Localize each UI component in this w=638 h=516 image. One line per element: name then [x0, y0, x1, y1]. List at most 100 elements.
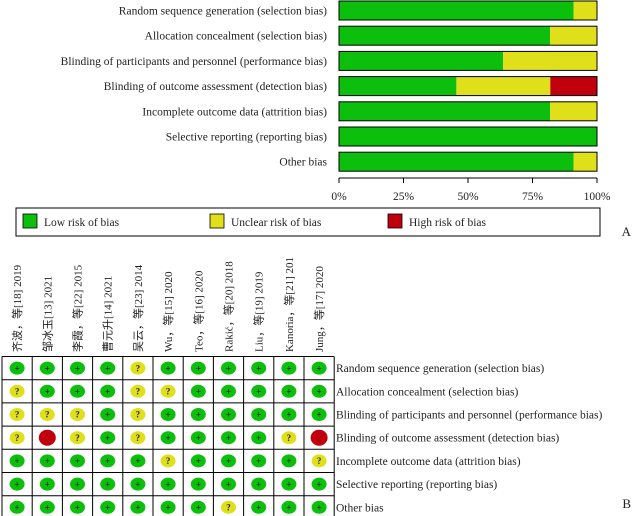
x-tick-label: 25%: [393, 191, 415, 203]
judgement-symbol: +: [196, 479, 201, 489]
judgement-low-circle: [70, 454, 85, 468]
study-label: Kanoria，等[21] 201: [282, 257, 296, 352]
judgement-low-circle: [100, 431, 116, 445]
x-tick-label: 100%: [584, 191, 611, 203]
judgement-low-circle: [100, 361, 116, 375]
x-tick-label: 75%: [522, 191, 544, 203]
bar-segment: [573, 152, 597, 172]
judgement-symbol: +: [256, 456, 261, 466]
judgement-symbol: +: [317, 363, 322, 373]
judgement-symbol: ?: [75, 433, 80, 443]
judgement-symbol: ?: [317, 456, 322, 466]
judgement-symbol: +: [75, 503, 80, 513]
domain-label: Blinding of participants and personnel (…: [336, 410, 603, 422]
bar-outline: [338, 151, 598, 172]
bar-segment: [573, 1, 597, 20]
judgement-low-circle: [130, 454, 146, 468]
judgement-unclear-circle: [9, 408, 25, 421]
judgement-symbol: +: [226, 387, 231, 397]
judgement-symbol: +: [196, 433, 201, 443]
judgement-unclear-circle: [311, 454, 327, 468]
judgement-symbol: +: [45, 479, 50, 489]
domain-label: Random sequence generation (selection bi…: [336, 363, 544, 375]
judgement-symbol: +: [256, 503, 261, 513]
judgement-unclear-circle: [281, 431, 297, 445]
judgement-low-circle: [100, 500, 116, 514]
judgement-symbol: +: [286, 363, 291, 373]
judgement-low-circle: [190, 408, 206, 421]
judgement-high-circle: [38, 429, 56, 446]
judgement-symbol: +: [75, 387, 80, 397]
category-label: Random sequence generation (selection bi…: [119, 6, 327, 18]
study-label: Teo，等[16] 2020: [191, 270, 205, 352]
judgement-symbol: +: [105, 387, 110, 397]
judgement-low-circle: [221, 408, 236, 421]
judgement-symbol: ?: [136, 410, 141, 420]
judgement-symbol: +: [226, 456, 231, 466]
legend-swatch: [387, 213, 403, 229]
bar-segment: [550, 26, 597, 46]
judgement-symbol: +: [45, 503, 50, 513]
judgement-symbol: +: [196, 503, 201, 513]
judgement-low-circle: [221, 477, 236, 491]
judgement-low-circle: [39, 454, 55, 468]
judgement-low-circle: [281, 361, 297, 375]
judgement-symbol: ?: [136, 363, 141, 373]
bar-outline: [338, 50, 598, 71]
domain-label: Selective reporting (reporting bias): [336, 479, 497, 491]
study-label: Jung，等[17] 2020: [312, 266, 326, 352]
legend-label: Unclear risk of bias: [231, 217, 322, 229]
judgement-symbol: +: [166, 503, 171, 513]
judgement-symbol: +: [45, 456, 50, 466]
judgement-low-circle: [190, 361, 206, 375]
judgement-symbol: +: [135, 456, 140, 466]
judgement-low-circle: [190, 431, 206, 445]
judgement-symbol: ?: [226, 503, 231, 513]
x-tick-label: 0%: [331, 191, 347, 203]
judgement-symbol: ?: [287, 433, 292, 443]
judgement-symbol: +: [15, 503, 20, 513]
judgement-unclear-circle: [221, 500, 236, 514]
judgement-low-circle: [130, 500, 146, 514]
bar-segment: [339, 152, 574, 172]
judgement-symbol: +: [105, 479, 110, 489]
judgement-symbol: +: [286, 503, 291, 513]
bar-segment: [339, 51, 504, 71]
judgement-symbol: +: [317, 410, 322, 420]
judgement-low-circle: [190, 454, 206, 468]
judgement-symbol: +: [256, 479, 261, 489]
judgement-low-circle: [251, 477, 267, 491]
judgement-low-circle: [311, 408, 327, 421]
judgement-symbol: +: [15, 363, 20, 373]
category-label: Selective reporting (reporting bias): [166, 132, 327, 144]
bar-outline: [338, 76, 598, 97]
judgement-low-circle: [160, 431, 176, 445]
domain-label: Other bias: [336, 502, 384, 514]
judgement-low-circle: [9, 500, 25, 514]
judgement-low-circle: [39, 477, 55, 491]
judgement-symbol: +: [317, 387, 322, 397]
legend-swatch: [209, 213, 225, 229]
judgement-symbol: +: [256, 387, 261, 397]
judgement-low-circle: [311, 361, 327, 375]
judgement-symbol: +: [256, 410, 261, 420]
judgement-low-circle: [70, 384, 85, 398]
legend-swatch: [22, 213, 38, 229]
study-label: 邹冰玉[13] 2021: [41, 276, 54, 352]
judgement-low-circle: [70, 500, 85, 514]
judgement-symbol: +: [135, 503, 140, 513]
judgement-low-circle: [9, 454, 25, 468]
judgement-low-circle: [251, 384, 267, 398]
judgement-symbol: +: [196, 387, 201, 397]
judgement-low-circle: [221, 431, 236, 445]
risk-of-bias-summary-chart: Random sequence generation (selection bi…: [15, 0, 632, 239]
legend-label: Low risk of bias: [44, 217, 120, 229]
judgement-symbol: +: [45, 387, 50, 397]
judgement-low-circle: [251, 408, 267, 421]
judgement-symbol: +: [256, 363, 261, 373]
judgement-low-circle: [251, 454, 267, 468]
category-label: Blinding of participants and personnel (…: [61, 56, 328, 68]
bar-segment: [339, 1, 574, 20]
judgement-symbol: +: [286, 410, 291, 420]
